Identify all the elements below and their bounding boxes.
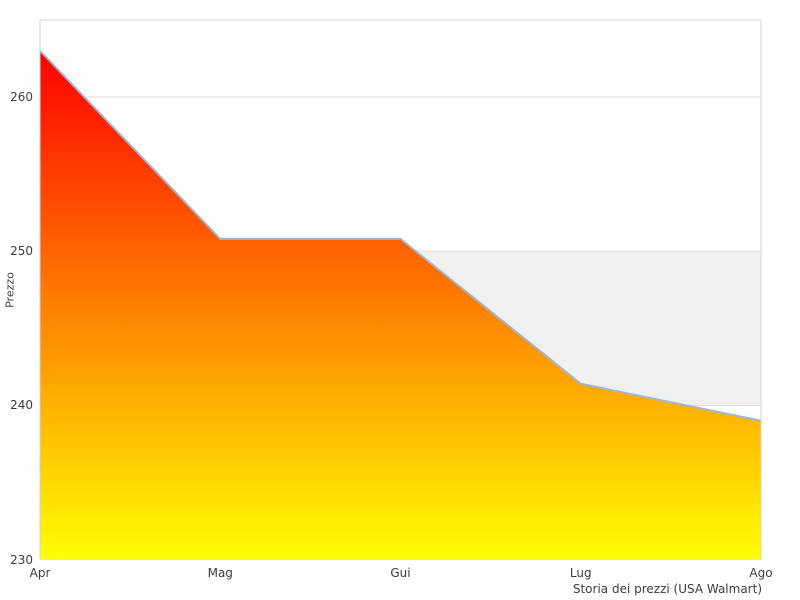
y-axis-title: Prezzo [3,272,17,308]
x-tick-label-mag: Mag [207,566,233,580]
plot-border [39,19,762,560]
x-tick-label-apr: Apr [29,566,51,580]
x-tick-label-lug: Lug [569,566,592,580]
x-tick-label-gui: Gui [390,566,411,580]
y-tick-label-230: 230 [10,552,33,567]
area-series [40,50,761,560]
y-tick-label-260: 260 [10,90,33,105]
x-tick-label-ago: Ago [749,566,773,580]
y-tick-label-250: 250 [10,244,33,259]
y-tick-label-240: 240 [10,398,33,413]
line-series [39,50,762,422]
chart-title: Storia dei prezzi (USA Walmart) [572,582,762,596]
